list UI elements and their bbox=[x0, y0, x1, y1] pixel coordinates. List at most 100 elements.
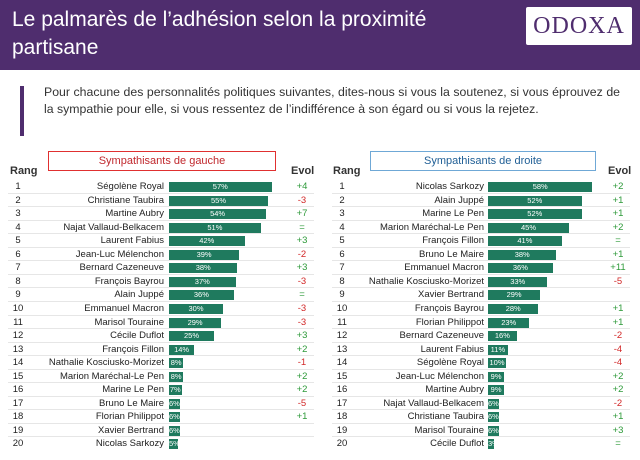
left-evolution: +3 bbox=[296, 262, 308, 274]
left-row-separator bbox=[8, 300, 314, 302]
left-rank-label: 11 bbox=[13, 316, 23, 328]
right-evolution: -2 bbox=[613, 330, 623, 342]
left-value-label: 37% bbox=[194, 276, 210, 286]
left-rank-label: 8 bbox=[15, 275, 21, 287]
left-bar bbox=[169, 236, 245, 247]
right-row-separator bbox=[332, 422, 630, 424]
left-politician-name: Marion Maréchal-Le Pen bbox=[59, 370, 164, 382]
left-value-label: 6% bbox=[169, 425, 180, 435]
right-politician-name: Laurent Fabius bbox=[420, 343, 484, 355]
right-bar bbox=[488, 276, 548, 287]
left-row-separator bbox=[8, 436, 314, 438]
left-politician-name: Ségolène Royal bbox=[96, 181, 164, 192]
right-politician-name: Nicolas Sarkozy bbox=[415, 181, 484, 192]
right-politician-name: Bernard Cazeneuve bbox=[399, 330, 485, 342]
left-value-label: 8% bbox=[170, 358, 182, 368]
left-politician-name: Emmanuel Macron bbox=[84, 302, 164, 314]
left-politician-name: François Bayrou bbox=[94, 275, 164, 287]
right-bar bbox=[488, 222, 569, 233]
left-evolution: -2 bbox=[297, 248, 307, 260]
left-politician-name: Florian Philippot bbox=[95, 411, 164, 423]
right-rank-header: Rang bbox=[333, 165, 361, 177]
left-bar bbox=[169, 344, 195, 355]
right-politician-name: Christiane Taubira bbox=[407, 411, 484, 423]
right-politician-name: Ségolène Royal bbox=[416, 357, 484, 369]
left-row-separator bbox=[8, 206, 314, 208]
left-evolution: +3 bbox=[296, 235, 308, 247]
right-row-separator bbox=[332, 287, 630, 289]
right-politician-name: Jean-Luc Mélenchon bbox=[395, 370, 484, 382]
left-bar bbox=[169, 398, 180, 409]
right-value-label: 29% bbox=[506, 290, 522, 300]
left-row-separator bbox=[8, 328, 314, 330]
right-bar bbox=[488, 358, 506, 369]
right-rank-label: 9 bbox=[339, 289, 345, 301]
right-rank-label: 19 bbox=[336, 424, 348, 436]
right-value-label: 33% bbox=[510, 276, 526, 286]
right-bar bbox=[488, 425, 499, 436]
right-bar bbox=[488, 398, 499, 409]
left-evolution: -3 bbox=[297, 316, 307, 328]
left-bar bbox=[169, 195, 268, 206]
right-evolution: +2 bbox=[612, 384, 624, 396]
left-evolution: +2 bbox=[296, 384, 308, 396]
right-bar bbox=[488, 290, 541, 301]
right-politician-name: Marion Maréchal-Le Pen bbox=[379, 221, 484, 233]
left-value-label: 25% bbox=[183, 331, 199, 341]
right-rank-label: 13 bbox=[336, 343, 348, 355]
left-rank-label: 12 bbox=[12, 330, 24, 342]
left-politician-name: Martine Aubry bbox=[105, 208, 164, 220]
right-row-separator bbox=[332, 246, 630, 248]
left-politician-name: Najat Vallaud-Belkacem bbox=[63, 221, 164, 233]
right-row-separator bbox=[332, 409, 630, 411]
right-rank-label: 18 bbox=[336, 411, 348, 423]
left-evolution: = bbox=[299, 289, 305, 301]
left-group-title: Sympathisants de gauche bbox=[48, 151, 276, 171]
left-rank-label: 7 bbox=[15, 262, 21, 274]
right-bar bbox=[488, 303, 539, 314]
right-value-label: 16% bbox=[494, 331, 510, 341]
left-politician-name: Laurent Fabius bbox=[100, 235, 164, 247]
left-politician-name: François Fillon bbox=[102, 343, 164, 355]
right-politician-name: Bruno Le Maire bbox=[419, 248, 484, 260]
right-value-label: 11% bbox=[490, 344, 506, 354]
left-evolution: -3 bbox=[297, 275, 307, 287]
left-politician-name: Marisol Touraine bbox=[94, 316, 164, 328]
left-bar bbox=[169, 439, 178, 450]
right-rank-label: 5 bbox=[339, 235, 345, 247]
left-rank-label: 5 bbox=[15, 235, 21, 247]
left-bar bbox=[169, 317, 222, 328]
left-evolution: -5 bbox=[297, 397, 307, 409]
right-group-title: Sympathisants de droite bbox=[370, 151, 596, 171]
left-politician-name: Bernard Cazeneuve bbox=[79, 262, 165, 274]
left-politician-name: Alain Juppé bbox=[114, 289, 164, 301]
left-value-label: 6% bbox=[169, 398, 180, 408]
left-row-separator bbox=[8, 395, 314, 397]
left-bar bbox=[169, 182, 272, 192]
right-value-label: 58% bbox=[532, 182, 548, 191]
left-bar bbox=[169, 385, 182, 396]
left-bar bbox=[169, 249, 240, 260]
left-row-separator bbox=[8, 341, 314, 343]
left-evolution: +1 bbox=[296, 411, 308, 423]
right-bar bbox=[488, 182, 593, 192]
left-politician-name: Marine Le Pen bbox=[102, 384, 164, 396]
right-politician-name: François Fillon bbox=[422, 235, 484, 247]
left-value-label: 14% bbox=[174, 344, 190, 354]
left-rank-label: 14 bbox=[12, 357, 24, 369]
left-rank-label: 18 bbox=[12, 411, 24, 423]
right-rank-label: 8 bbox=[339, 275, 345, 287]
left-bar bbox=[169, 276, 236, 287]
right-evolution: -4 bbox=[613, 357, 623, 369]
right-evolution: -2 bbox=[613, 397, 623, 409]
right-bar bbox=[488, 195, 582, 206]
right-evolution: +3 bbox=[612, 424, 624, 436]
left-bar bbox=[169, 371, 184, 382]
right-value-label: 3% bbox=[488, 439, 499, 449]
left-bar bbox=[169, 331, 214, 342]
right-evolution: +1 bbox=[612, 208, 624, 220]
right-row-separator bbox=[332, 368, 630, 370]
right-evolution: +2 bbox=[612, 181, 624, 192]
right-evolution: +1 bbox=[612, 248, 624, 260]
left-politician-name: Christiane Taubira bbox=[87, 194, 164, 206]
